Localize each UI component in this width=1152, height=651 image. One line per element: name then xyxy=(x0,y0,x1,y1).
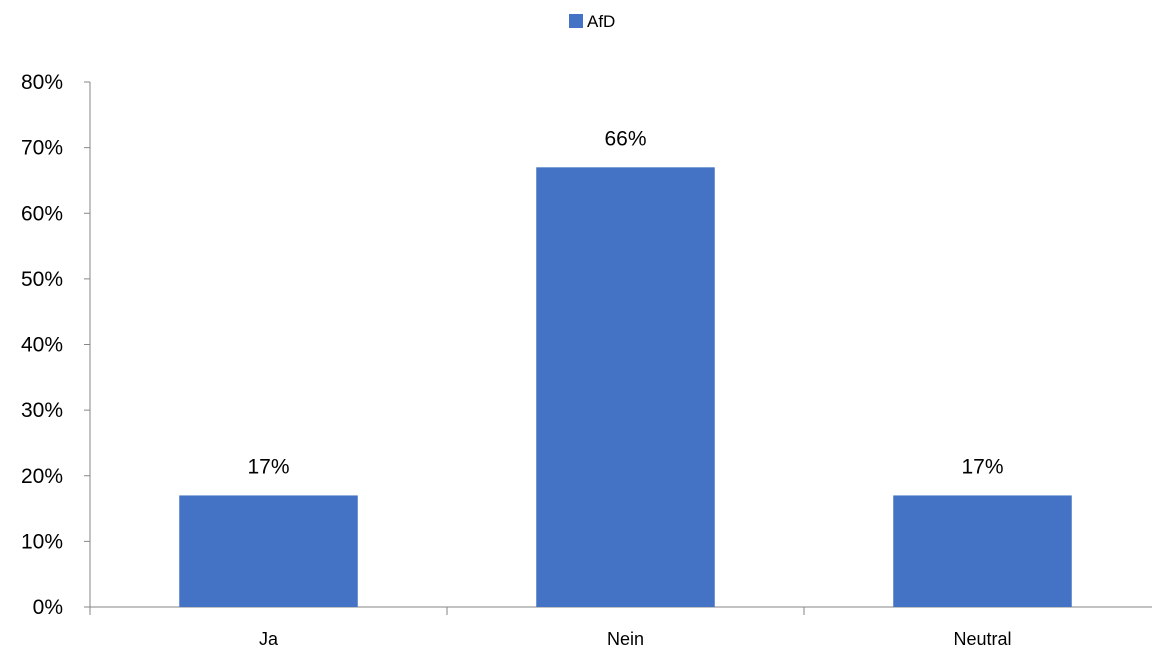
bar-neutral xyxy=(893,495,1072,607)
y-tick-label: 80% xyxy=(21,71,63,94)
y-tick-label: 0% xyxy=(33,596,63,619)
y-tick-label: 70% xyxy=(21,137,63,160)
legend-label: AfD xyxy=(587,12,615,31)
bar-nein xyxy=(536,167,715,607)
data-labels: 17% 66% 17% xyxy=(247,127,1003,478)
data-label: 17% xyxy=(247,455,289,478)
x-axis: Ja Nein Neutral xyxy=(89,606,1152,649)
y-tick-label: 60% xyxy=(21,202,63,225)
y-tick-label: 40% xyxy=(21,334,63,357)
legend-swatch xyxy=(569,14,583,28)
data-label: 17% xyxy=(961,455,1003,478)
bar-ja xyxy=(179,495,358,607)
bars xyxy=(179,167,1072,607)
x-tick-label: Nein xyxy=(607,629,644,649)
x-tick-label: Ja xyxy=(259,629,279,649)
y-tick-label: 10% xyxy=(21,530,63,553)
y-tick-label: 50% xyxy=(21,268,63,291)
y-axis: 0% 10% 20% 30% 40% 50% 60% 70% 80% xyxy=(21,71,91,619)
x-tick-label: Neutral xyxy=(953,629,1011,649)
y-tick-label: 30% xyxy=(21,399,63,422)
data-label: 66% xyxy=(604,127,646,150)
y-tick-label: 20% xyxy=(21,465,63,488)
legend: AfD xyxy=(569,12,615,31)
